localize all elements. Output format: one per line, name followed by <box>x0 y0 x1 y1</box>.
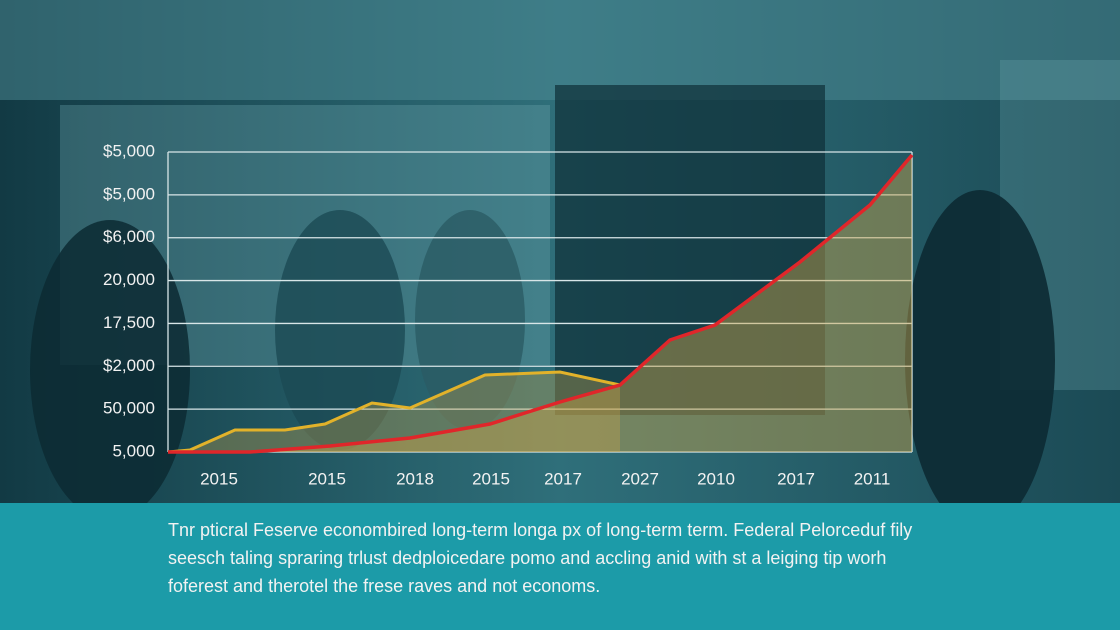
wall-panel <box>555 85 825 415</box>
ceiling <box>0 0 1120 100</box>
y-label: 50,000 <box>103 399 155 418</box>
y-label: $5,000 <box>103 184 155 203</box>
y-label: $6,000 <box>103 227 155 246</box>
caption-line: foferest and therotel the frese raves an… <box>168 576 600 596</box>
person-silhouette <box>905 190 1055 530</box>
red-line <box>168 153 914 454</box>
x-label: 2015 <box>472 469 510 488</box>
area-fill <box>168 372 620 452</box>
x-label: 2017 <box>544 469 582 488</box>
person-silhouette <box>275 210 405 450</box>
y-label: $2,000 <box>103 356 155 375</box>
person-silhouette <box>30 220 190 520</box>
y-label: 20,000 <box>103 270 155 289</box>
y-label: 17,500 <box>103 313 155 332</box>
caption-band <box>0 503 1120 630</box>
caption-line: seesch taling spraring trlust dedploiced… <box>168 548 886 568</box>
x-label: 2015 <box>200 469 238 488</box>
yellow-line <box>167 370 621 454</box>
x-label: 2010 <box>697 469 735 488</box>
grid <box>167 151 913 453</box>
y-label: 5,000 <box>112 441 155 460</box>
x-label: 2011 <box>854 469 891 488</box>
x-label: 2018 <box>396 469 434 488</box>
x-label: 2017 <box>777 469 815 488</box>
x-label: 2027 <box>621 469 659 488</box>
area-fill <box>168 155 912 452</box>
y-label: $5,000 <box>103 141 155 160</box>
caption-line: Tnr pticral Feserve econombired long-ter… <box>168 520 912 540</box>
x-label: 2015 <box>308 469 346 488</box>
